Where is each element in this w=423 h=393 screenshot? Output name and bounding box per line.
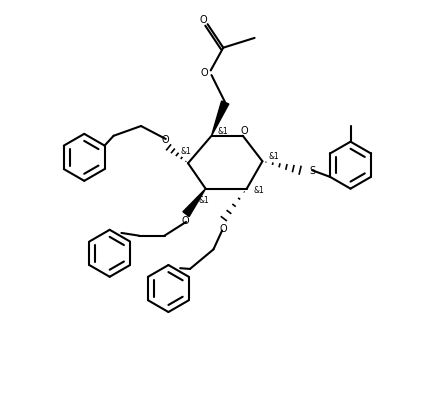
Text: O: O [199,15,207,25]
Text: &1: &1 [181,147,192,156]
Text: O: O [240,126,248,136]
Text: &1: &1 [254,186,264,195]
Text: S: S [309,166,316,176]
Polygon shape [212,101,229,136]
Text: &1: &1 [198,196,209,205]
Text: O: O [220,224,227,234]
Text: O: O [181,216,189,226]
Text: O: O [201,68,208,78]
Polygon shape [183,189,206,217]
Text: &1: &1 [268,152,279,161]
Text: &1: &1 [217,127,228,136]
Text: O: O [162,135,169,145]
